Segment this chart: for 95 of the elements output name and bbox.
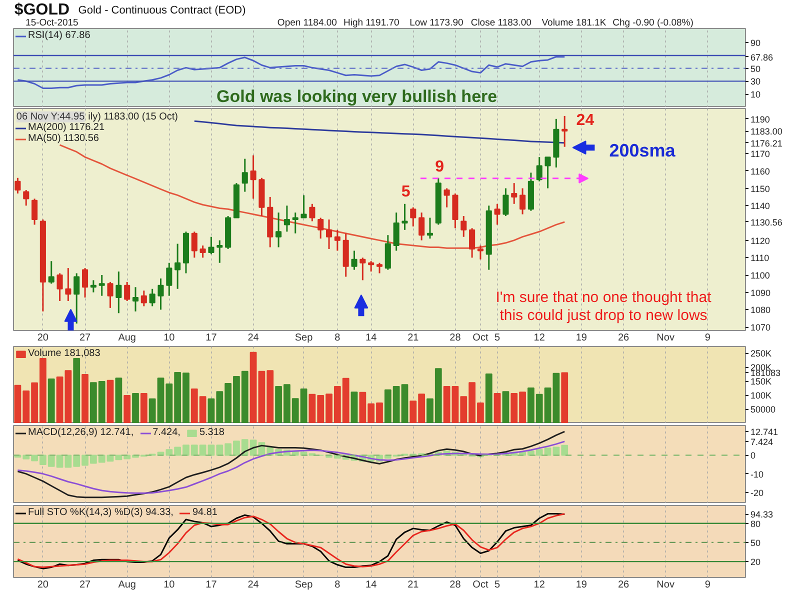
y-tick-label: 1120 — [750, 236, 770, 246]
x-tick-label: Aug — [118, 580, 136, 590]
x-tick-label: Aug — [118, 332, 136, 344]
y-tick-label: 1130.56 — [750, 217, 782, 228]
y-tick-label: 250K — [750, 348, 772, 358]
legend-label: Volume 181,083 — [28, 348, 100, 359]
x-tick-label: 26 — [618, 580, 630, 590]
x-tick-label: Nov — [656, 332, 674, 344]
y-tick-label: 90 — [750, 38, 761, 48]
annotation: 200sma — [609, 140, 676, 160]
x-tick-label: 5 — [494, 332, 501, 344]
annotation: Close 1183.00 — [470, 18, 532, 28]
x-tick-label: 26 — [618, 332, 630, 344]
y-tick-label: 94.33 — [750, 510, 774, 520]
x-tick-label: 8 — [334, 332, 341, 344]
y-tick-label: 30 — [750, 76, 761, 87]
x-tick-label: 9 — [704, 580, 711, 590]
y-tick-label: -20 — [750, 488, 764, 498]
annotation: this could just drop to new lows — [500, 306, 708, 324]
x-tick-label: 12 — [534, 580, 546, 590]
x-tick-label: 28 — [450, 580, 462, 590]
y-tick-label: 1150 — [750, 184, 770, 194]
y-tick-label: 1080 — [750, 305, 771, 316]
y-tick-label: 12.741 — [750, 427, 778, 438]
x-tick-label: 5 — [494, 580, 501, 590]
annotation: High 1191.70 — [344, 18, 400, 28]
x-tick-label: 12 — [534, 332, 546, 344]
y-tick-label: 1110 — [750, 253, 770, 264]
annotation: Low 1173.90 — [410, 18, 464, 28]
x-tick-label: 19 — [576, 580, 588, 590]
x-tick-label: Nov — [656, 580, 674, 590]
x-tick-label: 17 — [206, 580, 218, 590]
x-tick-label: 20 — [37, 332, 49, 344]
y-tick-label: 50000 — [750, 404, 776, 414]
x-tick-label: 24 — [248, 332, 260, 344]
x-tick-label: 14 — [366, 580, 378, 590]
y-tick-label: 1140 — [750, 201, 770, 212]
annotation: Open 1184.00 — [277, 18, 337, 28]
annotation: 5 — [401, 184, 410, 201]
y-tick-label: 100K — [750, 390, 772, 400]
y-tick-label: 1090 — [750, 288, 771, 298]
annotation: 9 — [435, 158, 444, 176]
y-tick-label: 50 — [750, 538, 761, 548]
x-tick-label: 9 — [704, 332, 711, 344]
y-tick-label: 50 — [750, 64, 761, 74]
x-tick-label: 8 — [334, 580, 341, 590]
x-tick-label: 28 — [450, 332, 462, 344]
x-tick-label: 14 — [366, 332, 378, 344]
x-tick-label: 21 — [408, 332, 420, 344]
x-tick-label: 27 — [79, 580, 92, 590]
x-tick-label: Oct — [472, 332, 488, 344]
legend-label: RSI(14) 67.86 — [28, 30, 90, 41]
x-tick-label: Sep — [294, 332, 314, 344]
legend-label: MA(50) 1130.56 — [28, 133, 99, 144]
annotation: 06 Nov Y:44.95 — [16, 111, 86, 122]
x-tick-label: Sep — [294, 580, 314, 590]
legend-label: MACD(12,26,9) 12.741, — [28, 427, 134, 438]
y-tick-label: 67.86 — [750, 52, 774, 62]
x-tick-label: 10 — [164, 580, 176, 590]
chart-subtitle: Gold - Continuous Contract (EOD) — [78, 4, 246, 16]
legend-label: 94.81 — [192, 507, 218, 518]
x-tick-label: 27 — [79, 332, 92, 344]
y-tick-label: 1176.21 — [750, 138, 782, 148]
legend-label: MA(200) 1176.21 — [28, 122, 105, 133]
y-tick-label: 1160 — [750, 166, 770, 176]
y-tick-label: 80 — [750, 518, 761, 529]
y-tick-label: 7.424 — [750, 436, 774, 447]
annotation: 24 — [576, 112, 594, 130]
chart-title: $GOLD — [14, 2, 70, 18]
x-tick-label: Oct — [472, 580, 488, 590]
y-tick-label: 0 — [750, 450, 756, 461]
y-tick-label: 1100 — [750, 270, 770, 280]
y-tick-label: 150K — [750, 376, 772, 386]
x-tick-label: 17 — [206, 332, 218, 344]
legend-label: 7.424, — [152, 427, 180, 438]
y-tick-label: 1190 — [750, 114, 770, 124]
x-tick-label: 20 — [37, 580, 49, 590]
annotation: Volume 181.1K — [542, 18, 607, 28]
y-tick-label: 1070 — [750, 322, 771, 333]
x-tick-label: 19 — [576, 332, 588, 344]
legend-label: 5.318 — [199, 427, 224, 438]
annotation: I'm sure that no one thought that — [496, 288, 712, 306]
annotation: ily) 1183.00 (15 Oct) — [88, 111, 178, 122]
y-tick-label: 20 — [750, 557, 761, 568]
annotation: 15-Oct-2015 — [26, 18, 78, 28]
annotation: Chg -0.90 (-0.08%) — [612, 18, 694, 28]
x-tick-label: 10 — [164, 332, 176, 344]
legend-label: Full STO %K(14,3) %D(3) 94.33, — [28, 507, 174, 518]
y-tick-label: 1170 — [750, 149, 770, 160]
y-tick-label: -10 — [750, 469, 764, 480]
y-tick-label: 1183.00 — [750, 126, 782, 137]
annotation: Gold was looking very bullish here — [216, 86, 498, 106]
x-tick-label: 24 — [248, 580, 260, 590]
y-tick-label: 10 — [750, 90, 761, 100]
x-tick-label: 21 — [408, 580, 420, 590]
